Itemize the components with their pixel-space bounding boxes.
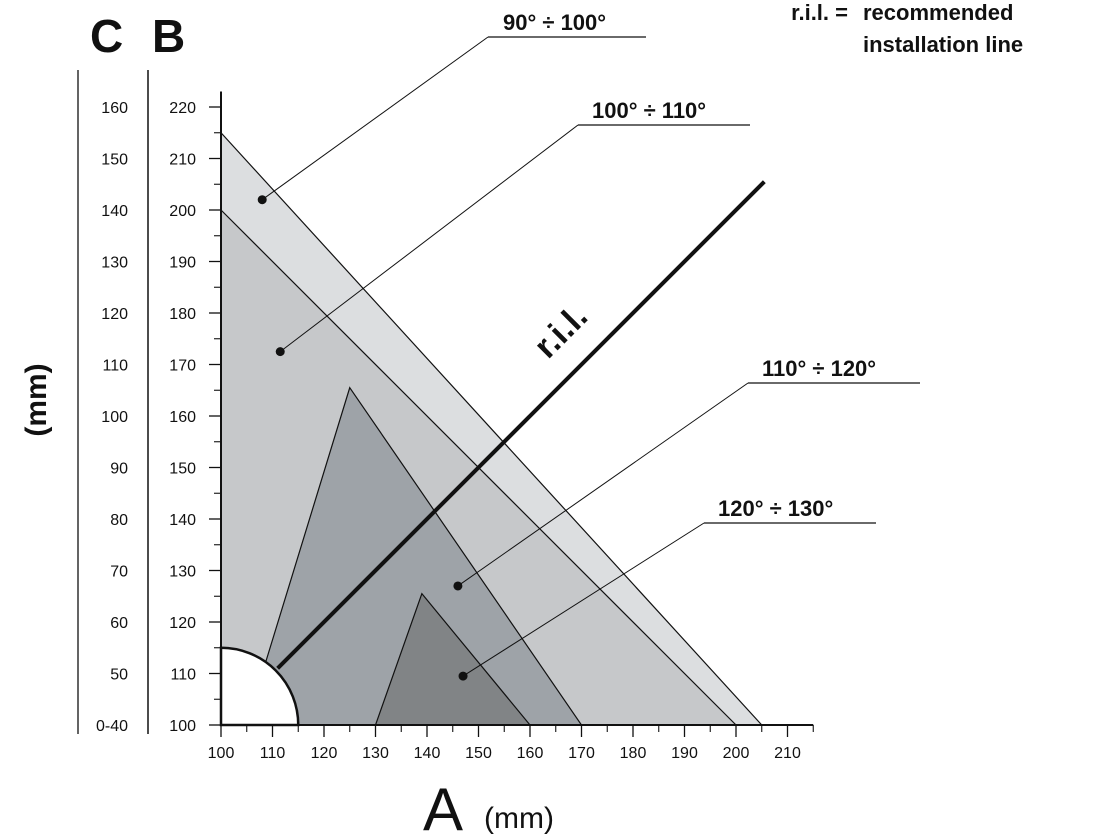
zone-label-110-120: 110° ÷ 120° <box>762 356 876 381</box>
c-tick-label-70: 70 <box>110 564 128 581</box>
zone-label-100-110: 100° ÷ 110° <box>592 98 706 123</box>
b-axis-ticks: 100 110 120 130 140 150 160 170 180 190 200 210 220 <box>169 100 221 735</box>
b-tick-label-170: 170 <box>169 358 196 375</box>
x-tick-label-130: 130 <box>362 745 389 762</box>
zone-label-90-100: 90° ÷ 100° <box>503 10 606 35</box>
recommended-installation-line <box>276 180 766 670</box>
legend-line1: recommended <box>863 0 1013 25</box>
leader-line-120-130 <box>462 522 705 677</box>
label-marker-100-110 <box>275 347 285 357</box>
b-tick-label-160: 160 <box>169 409 196 426</box>
x-tick-label-190: 190 <box>671 745 698 762</box>
axis-letter-b: B <box>152 10 185 62</box>
label-marker-110-120 <box>453 581 463 591</box>
c-tick-label-120: 120 <box>101 306 128 323</box>
b-tick-label-150: 150 <box>169 461 196 478</box>
b-tick-label-130: 130 <box>169 564 196 581</box>
c-axis-ticks: 0-40 50 60 70 80 90 100 110 120 130 140 150 160 <box>77 70 128 735</box>
b-tick-label-120: 120 <box>169 615 196 632</box>
c-tick-label-110: 110 <box>102 358 128 375</box>
legend-abbreviation: r.i.l. = <box>791 0 848 25</box>
c-tick-label-60: 60 <box>110 615 128 632</box>
label-leaders: 90° ÷ 100° 100° ÷ 110° 110° ÷ 120° 120° ÷ 1… <box>257 10 920 681</box>
b-tick-label-100: 100 <box>169 718 196 735</box>
axis-letter-c: C <box>90 10 123 62</box>
ril-label: r.i.l. <box>527 297 595 365</box>
x-tick-label-150: 150 <box>465 745 492 762</box>
x-axis-ticks: 100 110 120 130 140 150 160 170 180 190 200 210 <box>208 725 814 762</box>
b-tick-label-200: 200 <box>169 203 196 220</box>
label-marker-120-130 <box>458 671 468 681</box>
b-tick-label-210: 210 <box>169 152 196 169</box>
label-marker-90-100 <box>257 195 267 205</box>
c-tick-label-80: 80 <box>110 512 128 529</box>
x-tick-label-160: 160 <box>517 745 544 762</box>
c-tick-label-100: 100 <box>101 409 128 426</box>
legend-line2: installation line <box>863 32 1023 57</box>
x-axis-unit: (mm) <box>484 802 554 835</box>
y-axis-unit: (mm) <box>20 363 53 436</box>
c-tick-label-160: 160 <box>101 100 128 117</box>
c-tick-label-50: 50 <box>110 667 128 684</box>
c-tick-label-150: 150 <box>101 152 128 169</box>
x-tick-label-100: 100 <box>208 745 235 762</box>
x-tick-label-120: 120 <box>311 745 338 762</box>
leader-line-100-110 <box>279 124 579 353</box>
excluded-zone <box>219 646 300 727</box>
b-tick-label-110: 110 <box>170 667 196 684</box>
zone-label-120-130: 120° ÷ 130° <box>718 496 833 521</box>
c-tick-label-90: 90 <box>110 461 128 478</box>
leader-line-110-120 <box>457 382 749 587</box>
b-tick-label-180: 180 <box>169 306 196 323</box>
regions <box>220 131 764 726</box>
x-tick-label-210: 210 <box>774 745 801 762</box>
axis-letter-a: A <box>423 776 463 840</box>
leader-line-90-100 <box>261 36 489 201</box>
x-tick-label-180: 180 <box>620 745 647 762</box>
b-tick-label-220: 220 <box>169 100 196 117</box>
c-tick-label-130: 130 <box>101 255 128 272</box>
b-tick-label-190: 190 <box>169 255 196 272</box>
c-tick-label-140: 140 <box>101 203 128 220</box>
c-tick-label-0-40: 0-40 <box>96 718 128 735</box>
x-tick-label-140: 140 <box>414 745 441 762</box>
b-tick-label-140: 140 <box>169 512 196 529</box>
x-tick-label-200: 200 <box>723 745 750 762</box>
x-tick-label-110: 110 <box>260 745 286 762</box>
x-tick-label-170: 170 <box>568 745 595 762</box>
